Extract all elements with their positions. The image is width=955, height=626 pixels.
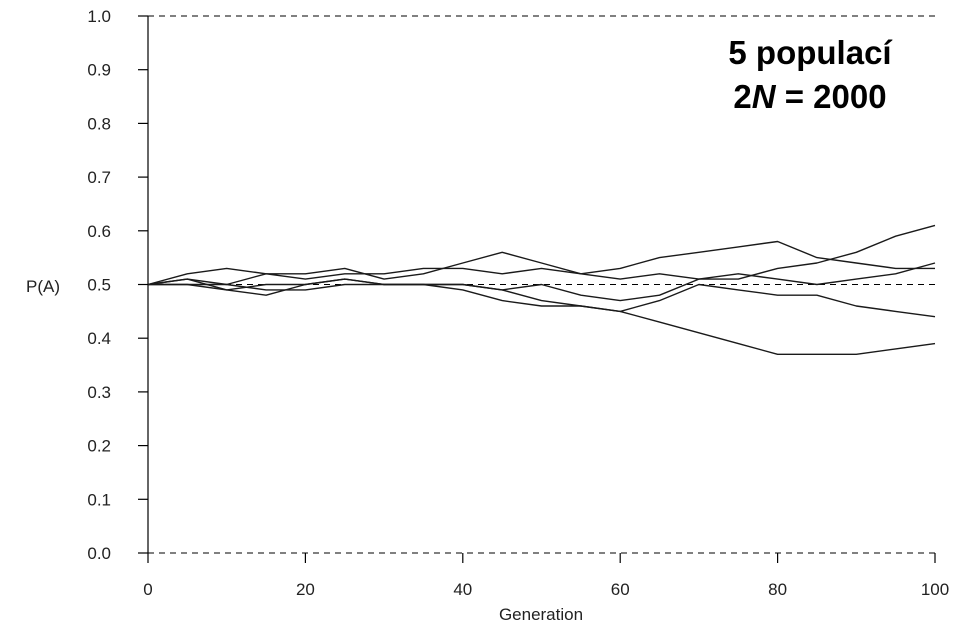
y-tick-label: 0.0 <box>87 544 111 563</box>
x-tick-label: 60 <box>611 580 630 599</box>
x-axis-title: Generation <box>499 605 583 624</box>
annotation-size-prefix: 2 <box>733 78 751 115</box>
y-tick-label: 1.0 <box>87 7 111 26</box>
y-tick-label: 0.1 <box>87 490 111 509</box>
y-tick-label: 0.4 <box>87 329 111 348</box>
annotation-size-symbol: N <box>752 78 777 115</box>
y-tick-label: 0.6 <box>87 222 111 241</box>
y-ticks: 0.0 0.1 0.2 0.3 0.4 0.5 0.6 0.7 0.8 0.9 1.0 <box>87 7 148 563</box>
series-line-1 <box>147 240 935 286</box>
annotation-population-size: 2N = 2000 <box>733 78 886 115</box>
series-line-3 <box>147 278 936 355</box>
y-tick-label: 0.7 <box>87 168 111 187</box>
series-line-2 <box>147 224 936 286</box>
x-tick-label: 100 <box>921 580 949 599</box>
series-lines <box>147 224 936 355</box>
y-tick-label: 0.2 <box>87 437 111 456</box>
annotation-populations: 5 populací <box>728 34 893 71</box>
x-tick-label: 80 <box>768 580 787 599</box>
y-tick-label: 0.8 <box>87 114 111 133</box>
x-ticks: 0 20 40 60 80 100 <box>143 553 949 599</box>
y-tick-label: 0.9 <box>87 61 111 80</box>
x-tick-label: 0 <box>143 580 152 599</box>
series-line-5 <box>148 262 936 302</box>
y-tick-label: 0.3 <box>87 383 111 402</box>
y-axis-title: P(A) <box>26 277 60 296</box>
y-tick-label: 0.5 <box>87 276 111 295</box>
x-tick-label: 40 <box>453 580 472 599</box>
x-tick-label: 20 <box>296 580 315 599</box>
series-line-4 <box>148 278 936 318</box>
annotation-size-value: = 2000 <box>776 78 887 115</box>
